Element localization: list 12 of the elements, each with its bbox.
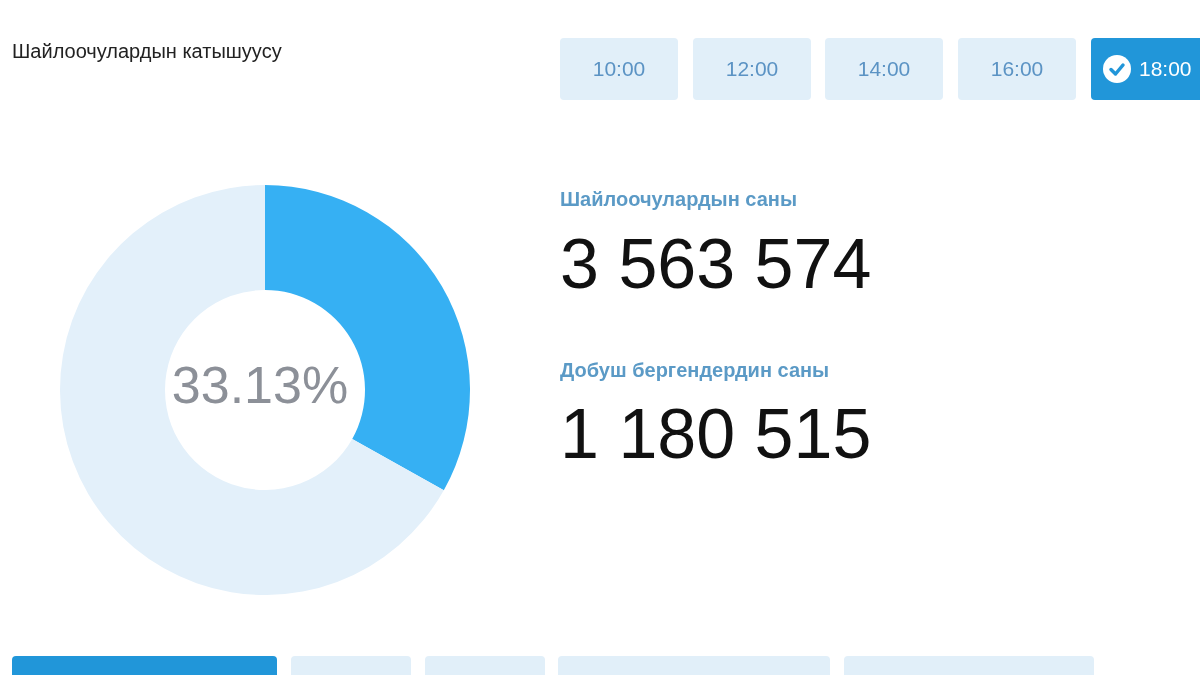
text: 18:00 [1139, 57, 1192, 81]
text: Шайлоочулардын саны [560, 187, 797, 212]
chart-title: Шайлоочулардын катышуусу [12, 40, 282, 63]
text: 14:00 [857, 57, 911, 81]
text: 1 180 515 [560, 394, 872, 475]
donut-slice [60, 185, 444, 595]
text: Добуш бергендердин саны [560, 358, 830, 383]
text: 33.13% [170, 355, 350, 415]
text: 16:00 [990, 57, 1044, 81]
text: 3 563 574 [560, 224, 872, 305]
text: 12:00 [725, 57, 779, 81]
text: 10:00 [592, 57, 646, 81]
